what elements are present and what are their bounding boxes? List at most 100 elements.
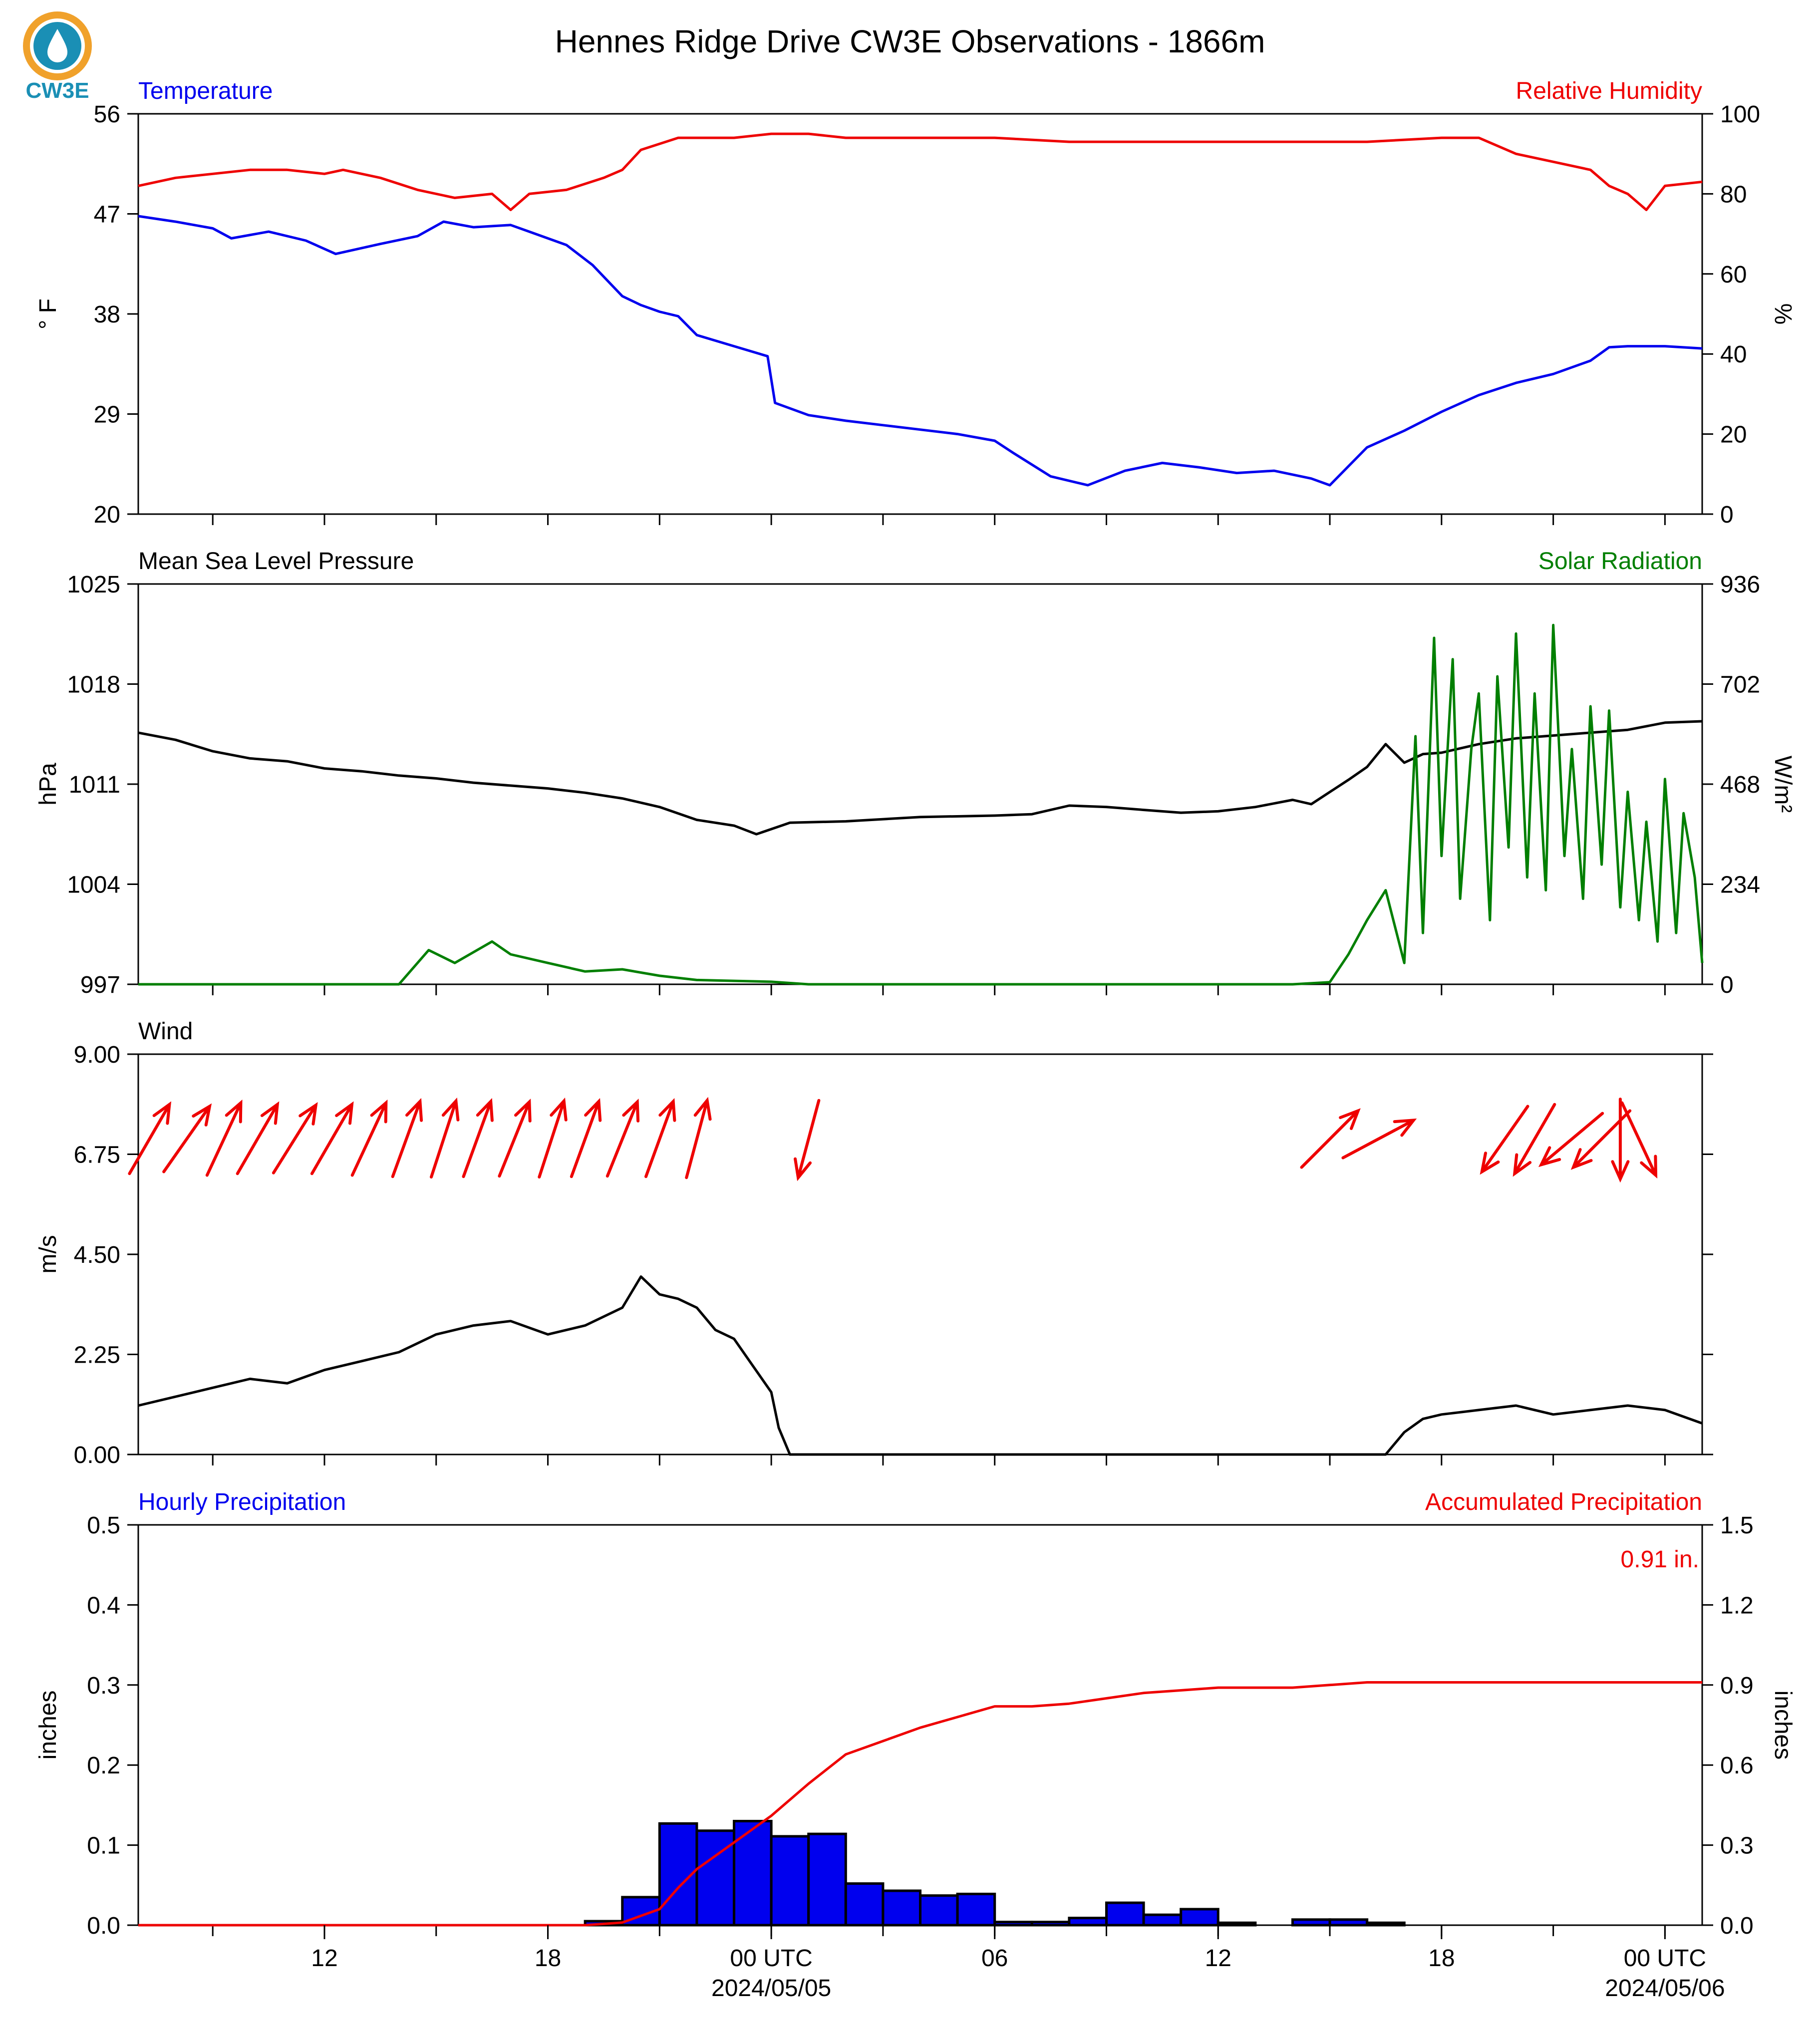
- y-right-tick-label: 0.9: [1720, 1673, 1754, 1699]
- panel-precipitation: Hourly Precipitation Accumulated Precipit…: [35, 1489, 1796, 1939]
- y-right-axis-label: inches: [1770, 1691, 1796, 1760]
- precip-bar: [807, 1832, 847, 1927]
- wind-direction-arrow: [1513, 1103, 1556, 1177]
- panel-left-title: Hourly Precipitation: [138, 1489, 346, 1515]
- accumulated-total-label: 0.91 in.: [1621, 1546, 1699, 1573]
- y-left-axis-label: inches: [35, 1691, 61, 1760]
- y-left-tick-label: 1018: [67, 672, 120, 698]
- y-left-axis-label: ° F: [35, 298, 61, 329]
- y-left-tick-label: 38: [94, 301, 120, 328]
- wind-direction-arrow: [1300, 1108, 1361, 1169]
- x-tick-label: 12: [311, 1945, 337, 1972]
- y-right-tick-label: 20: [1720, 422, 1747, 448]
- wind-direction-arrow: [794, 1099, 821, 1181]
- y-right-tick-label: 40: [1720, 341, 1747, 368]
- wind-direction-arrow: [272, 1102, 318, 1174]
- precip-bar: [1180, 1908, 1219, 1927]
- x-tick-label: 18: [1428, 1945, 1455, 1972]
- y-left-tick-label: 0.0: [87, 1913, 120, 1939]
- precip-bar: [1366, 1921, 1406, 1927]
- y-right-tick-label: 80: [1720, 181, 1747, 208]
- y-right-tick-label: 1.5: [1720, 1512, 1754, 1539]
- y-right-tick-label: 702: [1720, 672, 1760, 698]
- precip-bar: [770, 1835, 810, 1927]
- logo: CW3E: [23, 11, 92, 103]
- wind-direction-arrow: [162, 1103, 212, 1173]
- y-right-axis-label: W/m²: [1770, 756, 1796, 813]
- precip-bar: [1068, 1917, 1108, 1927]
- y-left-tick-label: 2.25: [74, 1342, 120, 1369]
- y-right-tick-label: 0: [1720, 972, 1734, 998]
- precip-bar: [1291, 1918, 1331, 1927]
- wind-direction-arrow: [236, 1101, 280, 1175]
- y-right-tick-label: 100: [1720, 101, 1760, 128]
- x-axis-tick-labels: 12 18 00 UTC 2024/05/05 06 12 18 00 UTC 2024/05/…: [311, 1925, 1725, 2002]
- wind-direction-arrow: [462, 1098, 494, 1178]
- solar-radiation-line: [138, 623, 1704, 986]
- y-left-tick-label: 29: [94, 402, 120, 428]
- y-left-tick-label: 4.50: [74, 1242, 120, 1268]
- panel-temperature-humidity: Temperature Relative Humidity 20 29 38 47 56 0 2…: [35, 78, 1796, 528]
- y-left-tick-label: 56: [94, 101, 120, 128]
- wind-direction-arrow: [128, 1101, 172, 1175]
- wind-direction-arrow: [1341, 1118, 1417, 1159]
- precip-bar: [956, 1892, 996, 1927]
- x-tick-label: 12: [1205, 1945, 1231, 1972]
- wind-direction-arrow: [538, 1097, 568, 1179]
- y-left-tick-label: 20: [94, 502, 120, 528]
- panel-pressure-solar: Mean Sea Level Pressure Solar Radiation 99…: [35, 548, 1796, 998]
- wind-direction-arrow: [205, 1099, 243, 1177]
- panel-right-title: Solar Radiation: [1538, 548, 1702, 575]
- y-left-axis-label: m/s: [35, 1235, 61, 1273]
- wind-direction-arrow: [1538, 1112, 1604, 1167]
- wind-direction-arrow: [498, 1098, 532, 1178]
- wind-direction-arrow: [1620, 1101, 1658, 1179]
- mean-sea-level-pressure-line: [138, 720, 1703, 836]
- y-right-tick-label: 1.2: [1720, 1592, 1754, 1619]
- precip-bar: [1216, 1921, 1257, 1927]
- precip-bar: [1142, 1913, 1183, 1927]
- x-tick-date-label: 2024/05/05: [711, 1975, 831, 2002]
- precip-bar: [1105, 1901, 1145, 1927]
- figure-title: Hennes Ridge Drive CW3E Observations - 1…: [555, 23, 1265, 59]
- panel-right-title: Accumulated Precipitation: [1425, 1489, 1702, 1515]
- x-tick-date-label: 2024/05/06: [1605, 1975, 1725, 2002]
- y-left-tick-label: 0.4: [87, 1592, 120, 1619]
- y-right-tick-label: 0: [1720, 502, 1734, 528]
- y-left-tick-label: 0.00: [74, 1442, 120, 1468]
- y-right-tick-label: 0.6: [1720, 1752, 1754, 1779]
- y-right-tick-label: 0.0: [1720, 1913, 1754, 1939]
- wind-direction-arrow: [391, 1098, 423, 1178]
- wind-direction-arrow: [310, 1101, 354, 1175]
- x-tick-label: 00 UTC: [1624, 1945, 1706, 1972]
- x-tick-label: 18: [535, 1945, 561, 1972]
- y-right-axis-label: %: [1770, 303, 1796, 325]
- precip-bar: [695, 1829, 736, 1927]
- precip-bar: [882, 1889, 922, 1927]
- plot-frame: [137, 1524, 1703, 1926]
- temperature-line: [138, 215, 1703, 487]
- panel-right-title: Relative Humidity: [1516, 78, 1702, 104]
- panel-wind: Wind 0.00 2.25 4.50 6.75 9.00 m/s: [35, 1018, 1713, 1468]
- precip-bar: [1030, 1921, 1071, 1927]
- precip-bar: [1328, 1918, 1369, 1927]
- water-drop-icon: [47, 29, 67, 62]
- logo-text: CW3E: [25, 78, 89, 103]
- y-left-tick-label: 1025: [67, 572, 120, 598]
- y-right-tick-label: 60: [1720, 262, 1747, 288]
- panel-left-title: Temperature: [138, 78, 273, 104]
- wind-direction-arrow: [1611, 1098, 1630, 1183]
- wind-direction-arrow: [350, 1099, 388, 1177]
- accumulated-precipitation-line: [138, 1681, 1702, 1927]
- relative-humidity-line: [138, 132, 1703, 211]
- y-left-tick-label: 0.2: [87, 1752, 120, 1779]
- logo-ring-icon: [23, 11, 92, 80]
- y-left-tick-label: 1011: [69, 772, 120, 798]
- precip-bar: [844, 1882, 885, 1927]
- y-left-axis-label: hPa: [35, 763, 61, 806]
- x-tick-label: 00 UTC: [730, 1945, 812, 1972]
- y-right-tick-label: 936: [1720, 572, 1760, 598]
- precip-bar: [658, 1822, 698, 1927]
- panel-left-title: Wind: [138, 1018, 193, 1045]
